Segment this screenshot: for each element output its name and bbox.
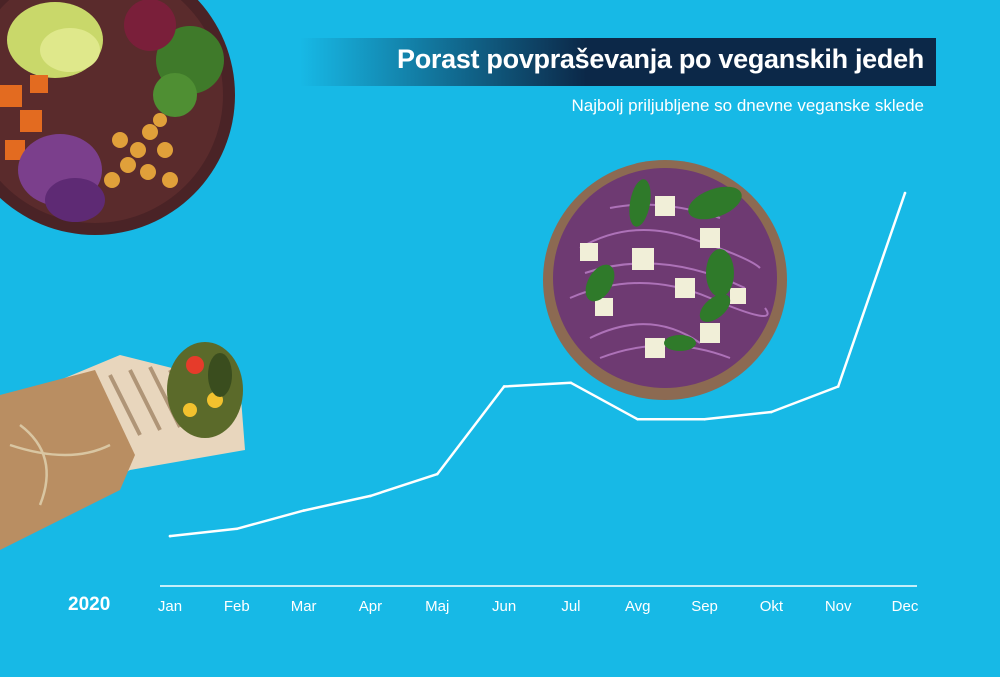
x-tick-label-dec: Dec — [892, 598, 919, 615]
data-point-okt — [770, 410, 773, 414]
data-points — [168, 191, 907, 538]
data-point-apr — [369, 494, 372, 498]
buddha-bowl-photo — [0, 0, 235, 235]
x-axis-ticks: Jan Feb Mar Apr Maj Jun Jul Avg Sep Okt Nov Dec — [158, 598, 919, 615]
chart-subtitle: Najbolj priljubljene so dnevne veganske … — [571, 96, 924, 115]
x-tick-label-feb: Feb — [224, 598, 250, 615]
red-cabbage-salad-photo — [543, 160, 787, 400]
x-tick-label-jul: Jul — [561, 598, 580, 615]
data-point-jun — [502, 385, 506, 388]
data-point-mar — [302, 509, 305, 512]
x-tick-label-apr: Apr — [359, 598, 382, 615]
tortilla-wrap-photo — [0, 342, 245, 550]
data-point-feb — [235, 527, 239, 531]
x-tick-label-sep: Sep — [691, 598, 718, 615]
x-tick-label-nov: Nov — [825, 598, 852, 615]
x-tick-label-jun: Jun — [492, 598, 516, 615]
year-label: 2020 — [68, 594, 111, 615]
title-band — [300, 38, 936, 86]
x-tick-label-okt: Okt — [760, 598, 784, 615]
data-point-maj — [435, 472, 439, 476]
data-point-jan — [168, 534, 172, 538]
x-tick-label-mar: Mar — [291, 598, 317, 615]
demand-series-line — [168, 191, 907, 538]
data-point-dec — [903, 191, 907, 195]
data-point-sep — [703, 418, 706, 421]
data-point-nov — [836, 385, 840, 388]
data-point-jul — [569, 381, 573, 385]
chart-title: Porast povpraševanja po veganskih jedeh — [397, 44, 924, 74]
x-tick-label-maj: Maj — [425, 598, 449, 615]
data-point-avg — [636, 418, 640, 421]
x-tick-label-avg: Avg — [625, 598, 651, 615]
x-tick-label-jan: Jan — [158, 598, 182, 615]
